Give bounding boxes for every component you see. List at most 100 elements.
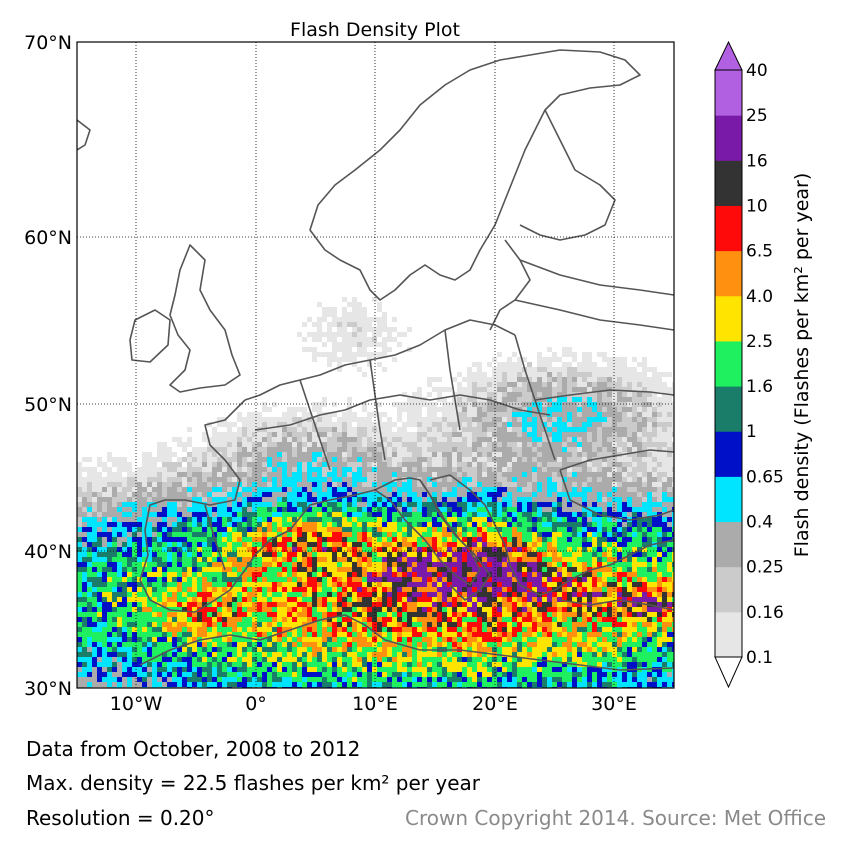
density-cell — [247, 442, 252, 447]
density-cell — [457, 502, 462, 507]
density-cell — [372, 567, 377, 572]
density-cell — [492, 427, 497, 432]
density-cell — [452, 427, 457, 432]
density-cell — [287, 467, 292, 472]
density-cell — [502, 537, 507, 542]
density-cell — [352, 577, 357, 582]
density-cell — [642, 362, 647, 367]
density-cell — [557, 427, 562, 432]
density-cell — [497, 392, 502, 397]
density-cell — [567, 587, 572, 592]
density-cell — [517, 512, 522, 517]
density-cell — [357, 427, 362, 432]
density-cell — [377, 307, 382, 312]
density-cell — [302, 487, 307, 492]
density-cell — [392, 577, 397, 582]
density-cell — [407, 447, 412, 452]
density-cell — [627, 387, 632, 392]
density-cell — [467, 552, 472, 557]
density-cell — [287, 597, 292, 602]
density-cell — [627, 397, 632, 402]
density-cell — [627, 382, 632, 387]
density-cell — [652, 597, 657, 602]
density-cell — [582, 512, 587, 517]
density-cell — [647, 367, 652, 372]
density-cell — [122, 462, 127, 467]
density-cell — [457, 587, 462, 592]
density-cell — [312, 572, 317, 577]
density-cell — [507, 387, 512, 392]
density-cell — [632, 422, 637, 427]
density-cell — [112, 582, 117, 587]
density-cell — [517, 417, 522, 422]
density-cell — [607, 497, 612, 502]
density-cell — [447, 497, 452, 502]
density-cell — [617, 547, 622, 552]
density-cell — [672, 512, 674, 517]
density-cell — [282, 427, 287, 432]
density-cell — [147, 527, 152, 532]
density-cell — [557, 482, 562, 487]
density-cell — [652, 437, 657, 442]
density-cell — [292, 592, 297, 597]
density-cell — [172, 537, 177, 542]
density-cell — [357, 562, 362, 567]
density-cell — [157, 482, 162, 487]
density-cell — [142, 582, 147, 587]
density-cell — [462, 512, 467, 517]
density-cell — [547, 362, 552, 367]
density-cell — [527, 517, 532, 522]
density-cell — [222, 492, 227, 497]
density-cell — [647, 452, 652, 457]
density-cell — [557, 577, 562, 582]
density-cell — [562, 577, 567, 582]
density-cell — [117, 557, 122, 562]
density-cell — [162, 442, 167, 447]
density-cell — [87, 492, 92, 497]
density-cell — [522, 482, 527, 487]
density-cell — [297, 472, 302, 477]
density-cell — [657, 552, 662, 557]
density-cell — [347, 417, 352, 422]
density-cell — [207, 592, 212, 597]
density-cell — [567, 407, 572, 412]
density-cell — [572, 452, 577, 457]
density-cell — [162, 457, 167, 462]
density-cell — [372, 477, 377, 482]
density-cell — [627, 502, 632, 507]
density-cell — [417, 387, 422, 392]
density-cell — [102, 597, 107, 602]
density-cell — [82, 457, 87, 462]
density-cell — [642, 467, 647, 472]
density-cell — [592, 502, 597, 507]
density-cell — [532, 367, 537, 372]
density-cell — [567, 492, 572, 497]
density-cell — [497, 412, 502, 417]
density-cell — [507, 572, 512, 577]
density-cell — [307, 462, 312, 467]
density-cell — [622, 537, 627, 542]
density-cell — [662, 577, 667, 582]
density-cell — [362, 557, 367, 562]
density-cell — [122, 572, 127, 577]
density-cell — [452, 497, 457, 502]
density-cell — [592, 517, 597, 522]
density-cell — [267, 442, 272, 447]
density-cell — [587, 372, 592, 377]
density-cell — [367, 462, 372, 467]
density-cell — [457, 407, 462, 412]
density-cell — [362, 547, 367, 552]
density-cell — [587, 392, 592, 397]
density-cell — [402, 472, 407, 477]
density-cell — [397, 587, 402, 592]
density-cell — [442, 447, 447, 452]
density-cell — [307, 532, 312, 537]
density-cell — [152, 602, 157, 607]
density-cell — [82, 537, 87, 542]
density-cell — [312, 577, 317, 582]
density-cell — [582, 582, 587, 587]
density-cell — [102, 552, 107, 557]
density-cell — [627, 442, 632, 447]
density-cell — [387, 582, 392, 587]
density-cell — [527, 487, 532, 492]
